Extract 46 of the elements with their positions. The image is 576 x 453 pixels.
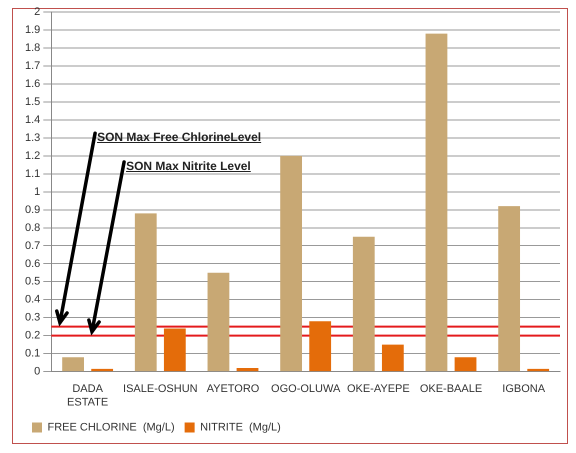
- x-tick-label: ISALE-OSHUN: [123, 383, 198, 396]
- y-tick-label: 0.5: [24, 276, 40, 288]
- y-tick-label: 1.3: [24, 132, 40, 144]
- x-tick-label: AYETORO: [206, 383, 260, 396]
- y-tick-label: 1.7: [24, 60, 40, 72]
- y-tick-label: 1.6: [24, 78, 40, 90]
- bar: [164, 328, 186, 372]
- x-tick-label: DADA ESTATE: [67, 383, 108, 408]
- bar: [426, 34, 448, 372]
- bar: [352, 236, 375, 372]
- y-tick-label: 1.5: [24, 96, 40, 108]
- y-tick-label: 0.7: [24, 240, 40, 252]
- y-tick-label: 1: [34, 186, 40, 198]
- bar: [498, 206, 520, 372]
- bar: [236, 368, 258, 372]
- bar: [280, 156, 302, 372]
- y-tick-label: 1.2: [24, 150, 40, 162]
- bar: [62, 357, 84, 372]
- y-tick-label: 2: [34, 6, 40, 18]
- y-tick-label: 0.4: [24, 294, 40, 306]
- y-tick-label: 1.1: [24, 168, 40, 180]
- y-tick-label: 0.1: [24, 348, 40, 360]
- y-tick-label: 0.3: [24, 312, 40, 324]
- y-tick-label: 1.9: [24, 24, 40, 36]
- bar: [309, 321, 332, 372]
- y-tick-label: 0: [34, 366, 40, 378]
- bar: [208, 272, 230, 372]
- y-tick-label: 0.8: [24, 222, 40, 234]
- x-tick-label: OKE-BAALE: [420, 383, 482, 396]
- ref-line-label: SON Max Nitrite Level: [126, 159, 251, 174]
- y-tick-label: 0.6: [24, 258, 40, 270]
- bar: [454, 357, 476, 372]
- x-tick-label: OKE-AYEPE: [346, 383, 410, 396]
- legend-label: NITRITE (Mg/L): [200, 422, 281, 434]
- y-tick-label: 0.9: [24, 204, 40, 216]
- x-tick-label: IGBONA: [502, 383, 546, 396]
- y-tick-label: 1.8: [24, 42, 40, 54]
- y-tick-label: 1.4: [24, 114, 40, 126]
- bar: [91, 368, 114, 372]
- x-tick-label: OGO-OLUWA: [271, 383, 341, 396]
- bar: [134, 213, 157, 372]
- bar: [527, 368, 550, 372]
- ref-line-label: SON Max Free ChlorineLevel: [97, 130, 262, 146]
- y-tick-label: 0.2: [24, 330, 40, 342]
- legend-label: FREE CHLORINE (Mg/L): [48, 422, 175, 434]
- bar: [382, 344, 404, 372]
